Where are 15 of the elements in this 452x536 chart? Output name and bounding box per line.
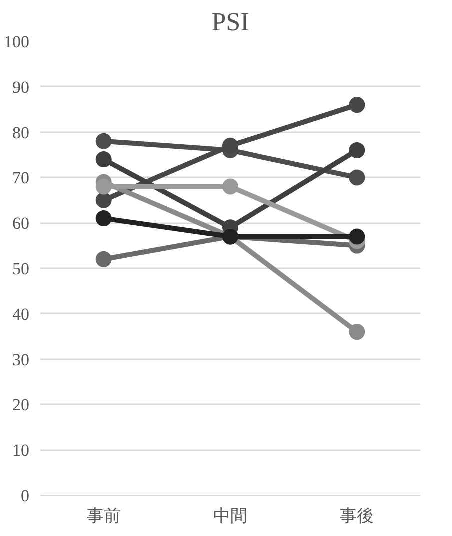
y-tick-label: 80 bbox=[12, 123, 30, 142]
y-tick-label: 40 bbox=[12, 304, 30, 324]
y-tick-label: 50 bbox=[12, 260, 30, 278]
y-tick-label: 90 bbox=[12, 78, 30, 97]
x-tick-label: 事前 bbox=[86, 506, 121, 526]
y-tick-label: 10 bbox=[12, 441, 30, 460]
y-tick-label: 70 bbox=[12, 168, 30, 188]
x-tick-label: 事後 bbox=[340, 506, 374, 526]
y-tick-label: 60 bbox=[12, 214, 30, 234]
x-tick-label: 中間 bbox=[214, 506, 248, 526]
y-tick-label: 0 bbox=[21, 486, 30, 506]
chart-title: PSI bbox=[212, 8, 250, 36]
y-tick-label: 20 bbox=[12, 396, 30, 415]
y-tick-label: 100 bbox=[4, 32, 30, 52]
y-tick-label: 30 bbox=[12, 350, 30, 370]
